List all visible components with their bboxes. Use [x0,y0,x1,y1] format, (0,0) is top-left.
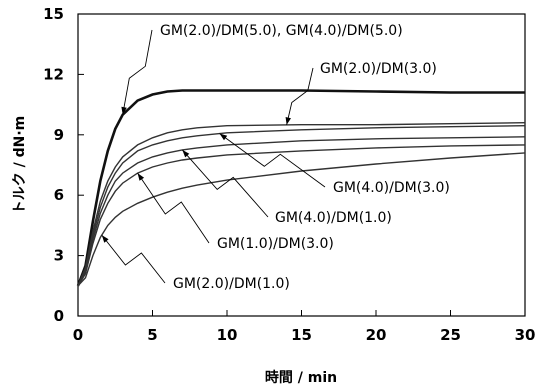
plot-frame [77,13,526,317]
annotation-label: GM(4.0)/DM(1.0) [275,210,392,226]
series-line-1 [77,122,526,287]
y-tick-label: 15 [43,5,64,23]
x-tick-label: 20 [366,326,387,344]
x-tick-label: 10 [217,326,238,344]
annotation-leaders [101,29,326,284]
y-tick-label: 12 [43,65,64,83]
annotation-leader [137,172,210,244]
annotation-arrowhead [182,149,190,158]
annotation-arrowhead [285,117,291,125]
y-tick-label: 6 [54,186,64,204]
x-tick-label: 30 [515,326,536,344]
annotation-label: GM(4.0)/DM(3.0) [333,180,450,196]
annotation-label: GM(2.0)/DM(3.0) [320,61,437,77]
annotation-labels: GM(2.0)/DM(5.0), GM(4.0)/DM(5.0) GM(2.0)/… [160,23,450,292]
y-tick-label: 0 [54,307,64,325]
x-tick-label: 5 [147,326,157,344]
series-line-0 [76,89,525,287]
annotation-leader [122,29,153,115]
annotation-arrowhead [121,106,127,115]
annotation-arrowhead [101,235,109,243]
series-line-5 [77,152,526,287]
series-line-4 [77,144,526,287]
x-tick-label: 0 [73,326,83,344]
annotation-leader [181,149,269,218]
annotation-label: GM(2.0)/DM(1.0) [173,276,290,292]
x-tick-label: 15 [291,326,312,344]
annotation-leader [101,234,166,284]
annotation-label: GM(1.0)/DM(3.0) [217,236,334,252]
axis-ticks: 0 5 10 15 20 25 30 0 3 6 9 12 15 [43,5,535,344]
x-tick-label: 25 [440,326,461,344]
series-curves [76,89,526,287]
x-axis-label: 時間 / min [265,369,337,386]
y-axis-label: トルク / dN·m [12,116,28,215]
annotation-arrowhead [137,173,145,181]
series-line-2 [77,125,526,287]
y-tick-label: 9 [54,126,64,144]
annotation-leader [286,67,314,126]
annotation-leader [219,133,326,188]
annotation-label: GM(2.0)/DM(5.0), GM(4.0)/DM(5.0) [160,23,403,39]
y-tick-label: 3 [54,247,64,265]
annotation-arrowhead [219,133,228,141]
series-line-3 [77,136,526,287]
